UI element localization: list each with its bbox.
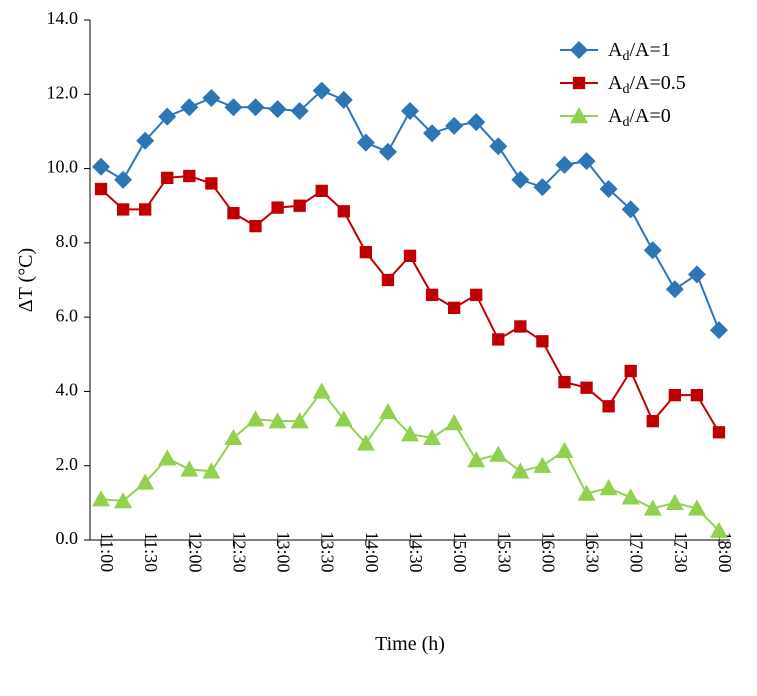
x-tick-label: 14:00 [362,531,382,572]
legend: Ad/A=1 Ad/A=0.5 Ad/A=0 [560,39,686,131]
x-tick-label: 14:30 [406,531,426,572]
y-tick-label: 4.0 [56,380,79,400]
legend-label: Ad/A=0.5 [608,72,686,98]
y-tick-label: 2.0 [56,454,79,474]
x-tick-label: 16:30 [583,531,603,572]
x-tick-label: 11:00 [97,532,117,572]
series-s3 [92,382,728,537]
y-axis-title: ΔT (°C) [15,248,37,312]
x-tick-label: 11:30 [141,532,161,572]
chart-container: 0.0 2.0 4.0 6.0 8.0 10.0 12.0 14.0 ΔT (°C) 11:00 1… [0,0,757,696]
x-tick-label: 15:00 [450,531,470,572]
line-chart: 0.0 2.0 4.0 6.0 8.0 10.0 12.0 14.0 ΔT (°C) 11:00 1… [0,0,757,696]
x-tick-label: 13:30 [318,531,338,572]
y-tick-label: 10.0 [47,157,79,177]
x-tick-label: 17:30 [671,531,691,572]
x-tick-label: 17:00 [627,531,647,572]
x-tick-label: 15:30 [494,531,514,572]
y-tick-label: 6.0 [56,305,79,325]
x-axis-title: Time (h) [375,633,445,655]
x-tick-label: 16:00 [538,531,558,572]
y-tick-label: 14.0 [47,8,79,28]
x-tick-label: 12:00 [185,531,205,572]
x-tick-label: 13:00 [274,531,294,572]
legend-label: Ad/A=0 [608,105,671,131]
y-tick-label: 0.0 [56,528,79,548]
y-tick-label: 12.0 [47,82,79,102]
y-tick-label: 8.0 [56,231,79,251]
x-tick-label: 12:30 [229,531,249,572]
legend-label: Ad/A=1 [608,39,671,65]
